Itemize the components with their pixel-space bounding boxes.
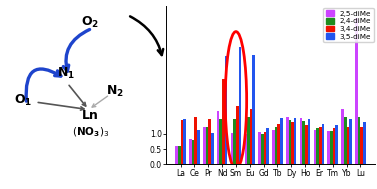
- Bar: [335, 125, 338, 164]
- Text: $\mathbf{Ln}$: $\mathbf{Ln}$: [81, 109, 99, 122]
- Bar: [355, 18, 358, 164]
- Bar: [286, 117, 289, 164]
- Bar: [272, 130, 275, 164]
- Bar: [358, 117, 360, 164]
- Text: $(\mathbf{NO_3})_3$: $(\mathbf{NO_3})_3$: [72, 125, 109, 139]
- Bar: [346, 127, 349, 164]
- Bar: [258, 132, 261, 164]
- Bar: [316, 128, 319, 164]
- Bar: [250, 109, 252, 164]
- Bar: [363, 122, 366, 164]
- Bar: [206, 127, 208, 164]
- Bar: [233, 119, 236, 164]
- Bar: [178, 146, 181, 164]
- Bar: [183, 119, 186, 164]
- Bar: [175, 146, 178, 164]
- Bar: [236, 106, 239, 164]
- Bar: [308, 119, 310, 164]
- Bar: [208, 119, 211, 164]
- Bar: [294, 118, 296, 164]
- Bar: [264, 132, 266, 164]
- Bar: [219, 119, 222, 164]
- Bar: [305, 125, 308, 164]
- Bar: [225, 56, 227, 164]
- Bar: [289, 120, 291, 164]
- Bar: [349, 119, 352, 164]
- Bar: [314, 130, 316, 164]
- Bar: [192, 140, 195, 164]
- Bar: [245, 134, 247, 164]
- Bar: [239, 47, 241, 164]
- Bar: [275, 127, 277, 164]
- Bar: [344, 117, 346, 164]
- Bar: [360, 127, 363, 164]
- Bar: [266, 128, 269, 164]
- Bar: [217, 111, 219, 164]
- Bar: [252, 55, 255, 164]
- Bar: [261, 134, 264, 164]
- Bar: [222, 79, 225, 164]
- Text: $\mathbf{N_2}$: $\mathbf{N_2}$: [106, 84, 124, 99]
- Bar: [330, 131, 333, 164]
- Bar: [341, 109, 344, 164]
- Bar: [181, 120, 183, 164]
- Legend: 2,5-diMe, 2,4-diMe, 3,4-diMe, 3,5-diMe: 2,5-diMe, 2,4-diMe, 3,4-diMe, 3,5-diMe: [323, 8, 374, 42]
- Text: $\mathbf{O_2}$: $\mathbf{O_2}$: [81, 15, 100, 30]
- Bar: [280, 118, 283, 164]
- Bar: [300, 118, 302, 164]
- Text: $\mathbf{N_1}$: $\mathbf{N_1}$: [57, 66, 75, 81]
- Bar: [322, 124, 324, 164]
- Bar: [302, 121, 305, 164]
- Text: $\mathbf{O_1}$: $\mathbf{O_1}$: [14, 93, 32, 108]
- Bar: [211, 133, 213, 164]
- Bar: [247, 117, 250, 164]
- Bar: [195, 117, 197, 164]
- Bar: [277, 124, 280, 164]
- Bar: [328, 131, 330, 164]
- Bar: [291, 122, 294, 164]
- Bar: [203, 127, 206, 164]
- Bar: [197, 130, 200, 164]
- Bar: [189, 139, 192, 164]
- Bar: [231, 133, 233, 164]
- Bar: [319, 127, 322, 164]
- Bar: [333, 128, 335, 164]
